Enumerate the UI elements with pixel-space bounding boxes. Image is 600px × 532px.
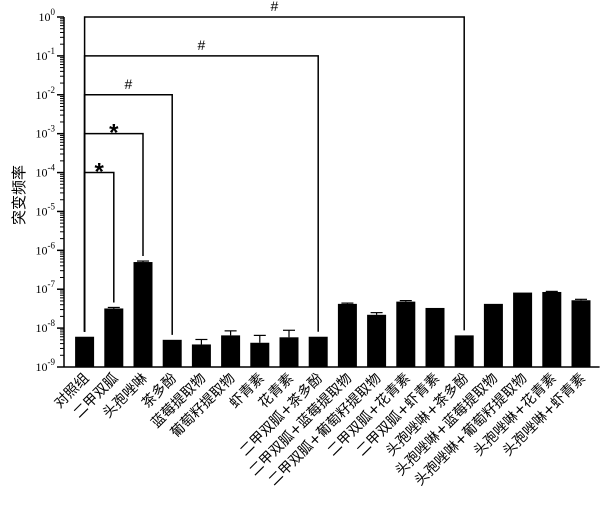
significance-bracket — [83, 55, 319, 332]
y-tick-label: 100 — [39, 7, 56, 24]
significance-label: * — [109, 120, 119, 147]
bar — [104, 308, 124, 367]
bar — [513, 292, 533, 367]
y-tick-label: 10-7 — [36, 279, 56, 296]
y-tick-label: 10-4 — [36, 163, 56, 180]
bar — [454, 335, 474, 367]
bar — [337, 303, 357, 367]
significance-label: # — [271, 0, 279, 14]
bar — [425, 307, 445, 367]
bar — [221, 335, 241, 367]
y-tick-label: 10-1 — [36, 46, 56, 63]
y-tick-label: 10-8 — [36, 318, 56, 335]
bar — [308, 336, 328, 367]
significance-label: * — [95, 159, 105, 186]
significance-bracket — [83, 16, 465, 332]
bar — [162, 339, 182, 367]
bar — [367, 314, 387, 367]
y-tick-label: 10-3 — [36, 124, 56, 141]
bar — [483, 303, 503, 367]
significance-bracket — [83, 94, 173, 335]
y-tick-label: 10-6 — [36, 240, 56, 257]
bar — [571, 300, 591, 367]
bar — [133, 262, 153, 367]
bar — [191, 344, 211, 367]
significance-label: # — [125, 76, 133, 92]
y-axis-label: 突变频率 — [10, 165, 28, 225]
bar — [250, 342, 270, 367]
y-tick-label: 10-5 — [36, 201, 56, 218]
y-tick-label: 10-9 — [36, 357, 56, 374]
significance-label: # — [198, 37, 206, 53]
bar — [542, 291, 562, 367]
bar — [279, 337, 299, 367]
y-tick-label: 10-2 — [36, 85, 56, 102]
bar — [75, 336, 95, 367]
bar — [396, 301, 416, 367]
